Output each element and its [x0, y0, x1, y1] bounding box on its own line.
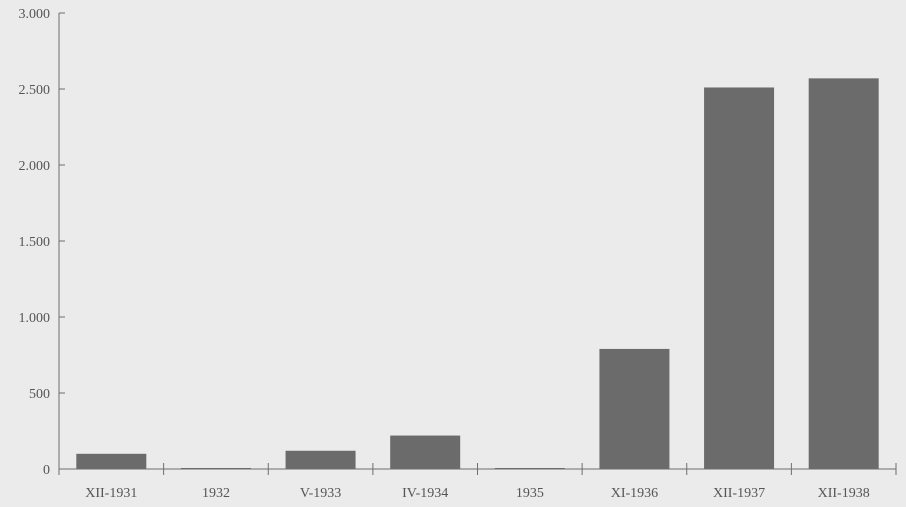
x-axis-ticks: XII-1931 1932 V-1933 IV-1934 1935 XI-1936 XII-…	[58, 463, 897, 501]
x-tick-label: IV-1934	[402, 486, 448, 501]
bars	[76, 78, 879, 470]
y-tick-label: 3.000	[19, 7, 51, 22]
bar-xii-1938	[808, 78, 879, 470]
y-axis-ticks: 0 500 1.000 1.500 2.000 2.500 3.000	[19, 7, 65, 478]
bar-xi-1936	[599, 348, 670, 469]
y-tick-label: 1.500	[19, 235, 51, 250]
x-tick-label: 1935	[516, 486, 544, 501]
y-tick-label: 0	[43, 463, 50, 478]
bar-iv-1934	[390, 435, 461, 469]
bar-xii-1931	[76, 453, 147, 469]
x-tick-label: XII-1938	[818, 486, 870, 501]
x-tick-label: XII-1937	[713, 486, 765, 501]
x-tick-label: XI-1936	[611, 486, 658, 501]
bar-v-1933	[285, 450, 356, 469]
y-tick-label: 1.000	[19, 311, 51, 326]
y-tick-label: 2.000	[19, 159, 51, 174]
x-tick-label: V-1933	[300, 486, 342, 501]
x-tick-label: XII-1931	[85, 486, 137, 501]
x-tick-label: 1932	[202, 486, 230, 501]
y-tick-label: 2.500	[19, 83, 51, 98]
bar-xii-1937	[704, 87, 775, 469]
y-tick-label: 500	[29, 387, 50, 402]
